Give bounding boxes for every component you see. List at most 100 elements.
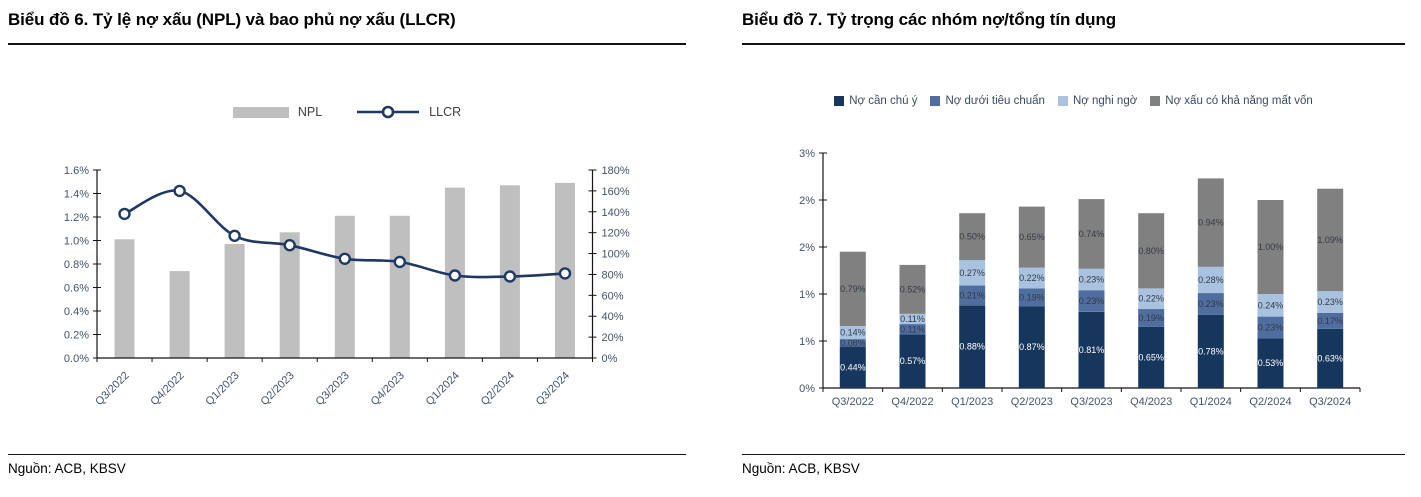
y-tick-label: 2%: [799, 195, 815, 207]
legend-label: Nợ cần chú ý: [849, 95, 918, 107]
npl-llcr-chart: 0.0% 0.2% 0.4% 0.6% 0.8% 1.0% 1.2% 1.4% 1.6% 0% 20…: [64, 165, 630, 408]
segment-data-label: 0.78%: [1198, 346, 1224, 356]
segment-data-label: 0.52%: [900, 284, 926, 294]
segment-data-label: 0.24%: [1258, 300, 1284, 310]
left-tick-label: 0.0%: [64, 353, 89, 365]
x-category-label: Q3/2023: [314, 370, 352, 408]
stack-segment-4-Q3/2024: [1317, 188, 1344, 292]
segment-data-label: 0.22%: [1138, 294, 1164, 304]
left-tick-label: 1.0%: [64, 236, 89, 248]
llcr-marker-Q4/2022: [173, 184, 186, 198]
stack-segment-2-Q1/2024: [1197, 293, 1224, 315]
stack-segment-1-Q2/2024: [1257, 338, 1284, 388]
stack-segment-3-Q2/2024: [1257, 294, 1284, 317]
segment-data-label: 0.63%: [1317, 353, 1343, 363]
stack-segment-2-Q4/2023: [1138, 309, 1165, 327]
stack-segment-2-Q3/2024: [1317, 312, 1344, 329]
segment-data-label: 0.65%: [1138, 353, 1164, 363]
segment-data-label: 1.00%: [1258, 242, 1284, 252]
npl-bar-Q3/2022: [114, 239, 135, 358]
chart6-panel: Biểu đồ 6. Tỷ lệ nợ xấu (NPL) và bao phủ…: [8, 10, 686, 490]
stack-segment-4-Q3/2022: [839, 251, 866, 326]
x-category-label: Q1/2023: [203, 370, 241, 408]
chart7-source-rule: [742, 454, 1405, 455]
segment-data-label: 0.14%: [840, 328, 866, 338]
legend-label: Nợ nghi ngờ: [1072, 95, 1138, 107]
left-tick-label: 0.8%: [64, 259, 89, 271]
y-tick-label: 1%: [799, 336, 815, 348]
legend-swatch-icon: [930, 96, 941, 106]
x-category-label: Q3/2022: [832, 396, 874, 408]
stack-segment-1-Q2/2023: [1018, 306, 1045, 388]
x-category-label: Q3/2024: [1309, 396, 1351, 408]
segment-data-label: 0.23%: [1079, 296, 1105, 306]
segment-data-label: 0.88%: [959, 342, 985, 352]
right-tick-label: 20%: [602, 332, 624, 344]
stack-segment-1-Q3/2024: [1317, 328, 1344, 388]
legend-label-npl: NPL: [297, 105, 323, 119]
segment-data-label: 0.44%: [840, 362, 866, 372]
stack-segment-4-Q2/2024: [1257, 200, 1284, 294]
segment-data-label: 0.08%: [840, 338, 866, 348]
right-tick-label: 140%: [602, 207, 630, 219]
segment-data-label: 0.19%: [1138, 313, 1164, 323]
npl-bar-Q4/2023: [389, 215, 410, 358]
segment-data-label: 0.28%: [1198, 275, 1224, 285]
llcr-marker-Q3/2024: [558, 267, 572, 280]
segment-data-label: 0.22%: [1019, 273, 1045, 283]
left-tick-label: 0.2%: [64, 330, 89, 342]
stack-segment-1-Q3/2022: [839, 346, 866, 388]
stack-segment-2-Q2/2023: [1018, 288, 1045, 307]
stack-segment-3-Q3/2024: [1317, 291, 1344, 313]
x-category-label: Q4/2023: [369, 370, 407, 408]
segment-data-label: 0.80%: [1138, 246, 1164, 256]
stack-segment-1-Q1/2024: [1197, 314, 1224, 388]
right-tick-label: 100%: [602, 249, 630, 261]
llcr-line-marker-icon: [357, 105, 420, 119]
chart6-title-rule: [8, 43, 686, 45]
left-tick-label: 1.2%: [64, 212, 89, 224]
legend-swatch-icon: [1150, 96, 1161, 106]
chart6-legend: NPL LLCR: [8, 105, 686, 119]
segment-data-label: 0.11%: [900, 324, 925, 334]
y-tick-label: 2%: [799, 242, 815, 254]
stack-segment-3-Q3/2023: [1078, 268, 1105, 291]
x-category-label: Q4/2022: [148, 370, 186, 408]
x-category-label: Q1/2024: [424, 370, 462, 408]
segment-data-label: 0.81%: [1079, 345, 1105, 355]
x-category-label: Q3/2022: [93, 370, 131, 408]
right-tick-label: 60%: [602, 290, 624, 302]
right-tick-label: 160%: [602, 186, 630, 198]
stack-segment-4-Q4/2023: [1138, 213, 1165, 289]
left-tick-label: 1.4%: [64, 189, 89, 201]
legend-swatch-icon: [1057, 96, 1068, 106]
segment-data-label: 0.17%: [1317, 316, 1343, 326]
legend-label: Nợ xấu có khả năng mất vốn: [1165, 95, 1313, 107]
npl-bar-Q2/2023: [279, 232, 300, 358]
legend-item-debt-group-2: Nợ dưới tiêu chuẩn: [930, 95, 1045, 107]
y-tick-label: 0%: [799, 383, 815, 395]
segment-data-label: 0.87%: [1019, 342, 1045, 352]
legend-swatch-icon: [834, 96, 845, 106]
debt-groups-chart: 0% 1% 1% 2% 2% 3% Q3/2022 Q4/2022 Q1/2023 Q2/2023…: [799, 148, 1361, 408]
stack-segment-1-Q3/2023: [1078, 311, 1105, 388]
segment-data-label: 0.57%: [900, 356, 926, 366]
legend-item-debt-group-3: Nợ nghi ngờ: [1057, 95, 1138, 107]
x-category-label: Q4/2022: [891, 396, 933, 408]
stack-segment-3-Q4/2022: [899, 313, 926, 324]
x-category-label: Q1/2023: [951, 396, 993, 408]
stack-segment-3-Q2/2023: [1018, 267, 1045, 289]
stack-segment-1-Q4/2023: [1138, 326, 1165, 388]
stack-segment-4-Q1/2024: [1197, 178, 1224, 267]
llcr-marker-Q3/2023: [338, 252, 351, 266]
stack-segment-1-Q4/2022: [899, 334, 926, 388]
segment-data-label: 0.23%: [1258, 322, 1284, 332]
chart7-legend: Nợ cần chú ý Nợ dưới tiêu chuẩn Nợ nghi ng…: [742, 95, 1405, 107]
left-tick-label: 1.6%: [64, 165, 89, 177]
npl-bar-Q4/2022: [169, 271, 190, 358]
llcr-marker-Q4/2023: [393, 255, 406, 269]
segment-data-label: 0.23%: [1198, 299, 1224, 309]
left-tick-label: 0.6%: [64, 283, 89, 295]
stack-segment-4-Q4/2022: [899, 264, 926, 314]
